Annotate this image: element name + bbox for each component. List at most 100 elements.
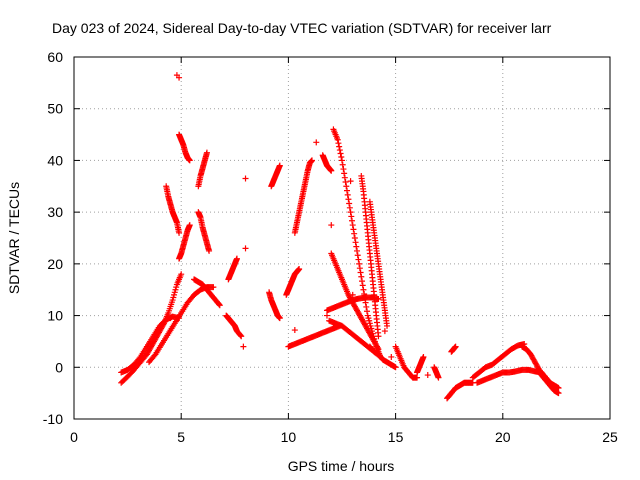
data-point [334,136,341,143]
series-arc-7h-low [223,312,245,340]
data-point [375,296,382,303]
data-point [328,167,335,174]
data-point [555,390,562,397]
series-cluster-14h [366,343,399,371]
series-arc-14h [366,198,391,329]
data-point [420,353,427,360]
data-point [341,170,348,177]
data-point [357,269,364,276]
data-point [363,303,370,310]
x-tick-label: 5 [177,429,185,445]
data-point [335,140,342,147]
x-tick-label: 25 [602,429,618,445]
data-point [374,344,381,351]
data-point [414,374,421,381]
data-point [452,343,459,350]
series-arc-9h-low [266,289,283,322]
y-tick-label: 60 [47,49,63,65]
data-point [151,352,158,359]
data-point [392,364,399,371]
data-point [350,226,357,233]
x-tick-label: 15 [388,429,404,445]
data-point [358,273,365,280]
data-point [336,147,343,154]
data-point [186,157,193,164]
data-point [186,222,193,229]
data-point [362,299,369,306]
data-point [176,229,183,236]
series-arc-13h [358,172,382,340]
data-point [313,139,320,146]
data-point [337,150,344,157]
data-point [356,265,363,272]
data-point [237,332,244,339]
data-point [347,178,354,185]
data-point [388,353,395,360]
series-arc-17h-low [444,379,476,402]
data-point [291,327,298,334]
plot-frame [73,56,611,420]
series-arc-7h [225,255,240,283]
data-point [176,74,183,81]
data-point [308,157,315,164]
data-point [296,266,303,273]
data-point [344,191,351,198]
series-arc-6h-b [195,209,213,254]
series-arc-22h-b [538,369,562,391]
x-tick-label: 10 [281,429,297,445]
series-arc-10h-rise [291,157,315,236]
data-point [343,183,350,190]
y-axis-title: SDTVAR / TECUs [6,182,22,294]
series-arc-9h [268,162,283,190]
data-point [167,315,174,322]
data-point [346,200,353,207]
data-point [351,235,358,241]
data-point [206,247,213,254]
data-point [347,209,354,216]
data-point [216,302,223,309]
y-tick-label: 0 [55,359,63,375]
data-point [354,252,361,259]
data-point [345,196,352,203]
data-point [435,374,442,381]
data-point [242,245,249,252]
series-arc-rise-b [118,313,183,376]
x-axis-title: GPS time / hours [288,458,395,474]
series-arc-5h-low [176,222,193,262]
data-point [178,271,185,278]
data-point [349,217,356,224]
data-point [384,322,391,329]
data-point [375,346,382,353]
data-point [352,239,359,246]
axis-ticks: 0 5 10 15 20 25 -10 0 10 20 30 40 50 60 [43,49,618,445]
data-point [555,384,562,391]
data-point [346,204,353,211]
data-point [381,328,388,335]
series-arc-12h [319,152,335,174]
series-arc-12h-flat [323,294,382,314]
data-point [355,256,362,263]
data-point [210,284,217,291]
data-point [351,230,358,237]
x-tick-label: 20 [495,429,511,445]
data-point [375,333,382,340]
series-arc-16h [414,353,427,376]
series-arc-rise-a [118,271,185,386]
y-tick-label: 50 [47,101,63,117]
data-point [424,372,431,379]
data-point [242,175,249,182]
series-arc-17h [431,364,442,381]
data-point [341,174,348,181]
data-point [354,247,361,254]
chart-title: Day 023 of 2024, Sidereal Day-to-day VTE… [52,20,552,36]
data-point [216,301,223,308]
data-point [349,291,356,298]
data-point [342,178,349,185]
series-arc-17h-up [448,343,459,355]
series-outliers [167,72,431,379]
data-point [233,255,240,262]
series-arc-12h-b [328,250,382,353]
data-point [339,161,346,168]
